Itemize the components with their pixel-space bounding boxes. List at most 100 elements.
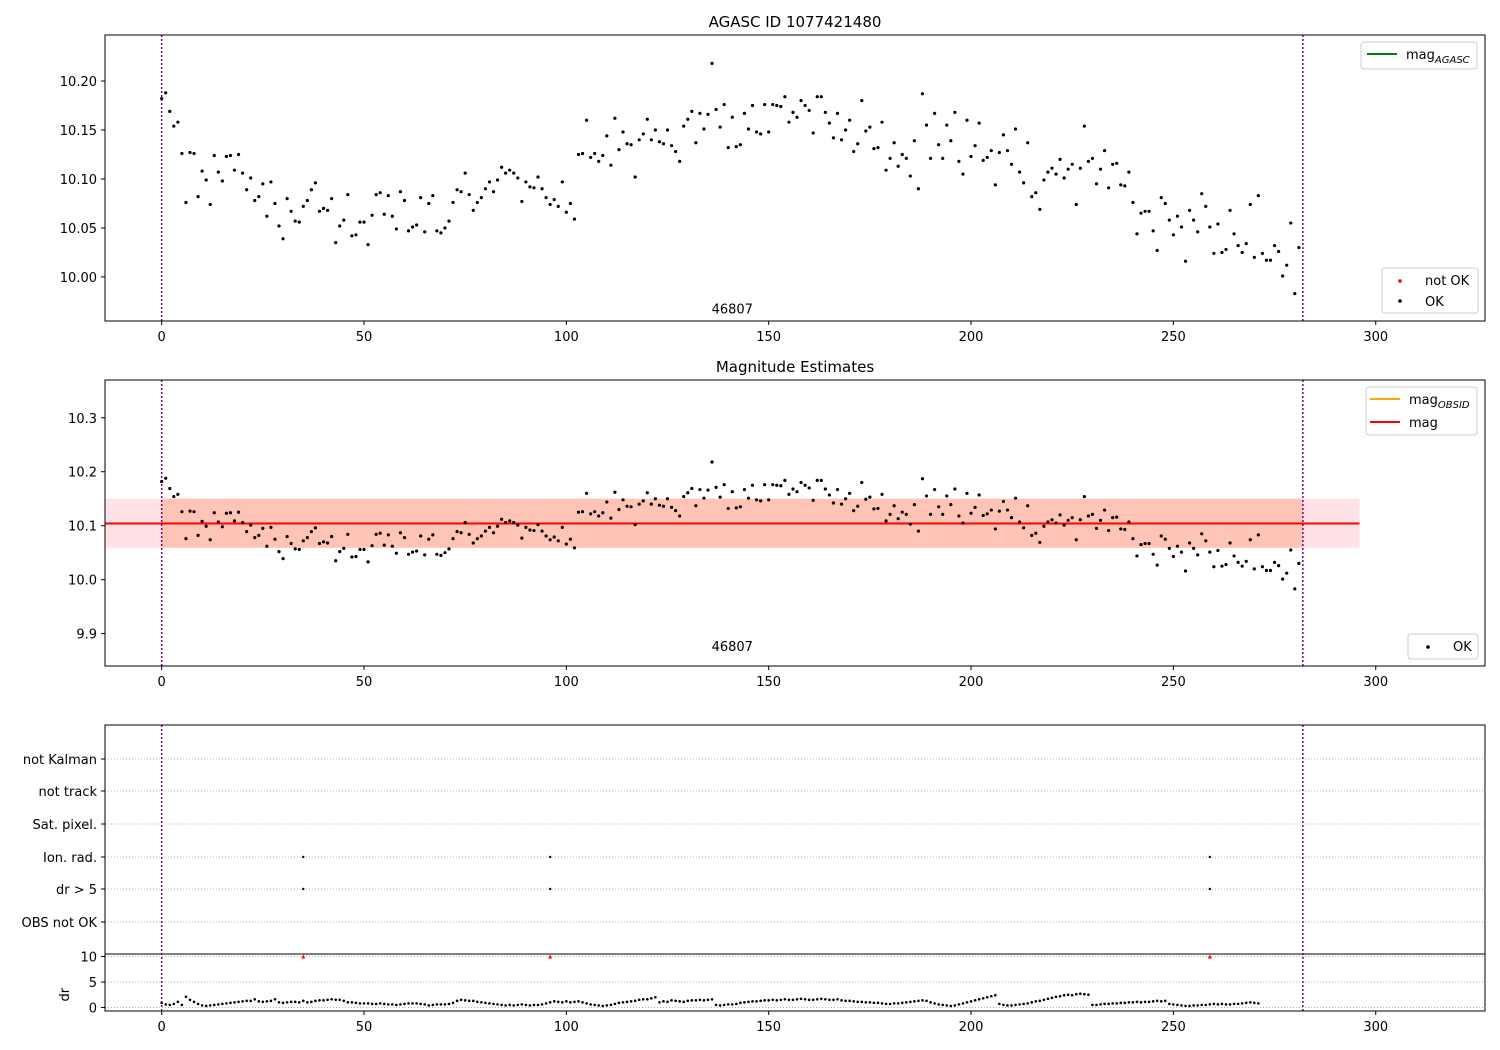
mag-point	[1054, 521, 1058, 525]
mag-point	[1183, 259, 1188, 263]
mag-point	[1277, 564, 1281, 568]
mag-point	[597, 514, 601, 518]
mag-point	[843, 128, 848, 132]
mag-point	[1001, 499, 1006, 504]
y-tick-label: 10.0	[68, 574, 97, 589]
mag-point	[750, 103, 755, 108]
mag-point	[831, 136, 836, 140]
dr-point	[1244, 1001, 1248, 1005]
mag-point	[483, 529, 488, 533]
mag-point	[726, 506, 730, 511]
mag-point	[1094, 526, 1099, 530]
mag-point	[937, 143, 941, 147]
dr-point	[1046, 997, 1050, 1001]
mag-point	[625, 504, 629, 508]
mag-point	[823, 110, 827, 114]
mag-point	[584, 118, 589, 122]
mag-point	[1204, 204, 1208, 209]
mag-point	[714, 107, 718, 112]
mag-point	[572, 217, 577, 221]
dr-point	[621, 1001, 625, 1004]
mag-point	[1070, 516, 1074, 520]
mag-point	[601, 511, 605, 515]
mag-point	[1167, 546, 1171, 550]
mag-point	[957, 159, 961, 163]
mag-point	[718, 125, 722, 129]
mag-point	[584, 491, 589, 495]
mag-point	[366, 560, 370, 564]
mag-point	[1026, 504, 1030, 508]
mag-point	[358, 220, 362, 224]
dr-point	[836, 997, 839, 1001]
flag-point	[1208, 855, 1212, 859]
x-tick-label: 50	[356, 675, 373, 690]
mag-point	[722, 102, 726, 107]
mag-point	[698, 487, 702, 492]
mag-point	[726, 146, 730, 150]
mag-point	[564, 210, 568, 214]
mag-point	[560, 180, 564, 184]
mag-point	[1228, 208, 1232, 212]
mag-point	[528, 528, 532, 532]
mag-point	[706, 112, 710, 116]
mag-point	[277, 224, 281, 228]
mag-point	[1260, 251, 1265, 256]
dr-point	[172, 1002, 176, 1006]
dr-point	[484, 1001, 487, 1005]
mag-point	[1187, 208, 1192, 212]
mag-point	[1026, 141, 1030, 145]
mag-point	[924, 494, 929, 498]
mag-point	[402, 198, 407, 203]
mag-point	[860, 99, 864, 103]
mag-point	[285, 196, 289, 201]
mag-point	[993, 183, 997, 187]
mag-point	[168, 486, 172, 491]
dr-point	[229, 1001, 232, 1005]
mag-point	[997, 150, 1001, 155]
dr-point	[225, 1002, 228, 1005]
mag-point	[989, 148, 993, 153]
mag-point	[370, 213, 374, 217]
mag-point	[580, 510, 585, 514]
flag-point	[302, 855, 305, 859]
mag-point	[236, 510, 241, 514]
mag-point	[819, 478, 823, 482]
mag-point	[1135, 554, 1139, 558]
mag-point	[864, 129, 868, 133]
legend-lines: magOBSID mag	[1365, 386, 1478, 436]
mag-point	[1272, 560, 1277, 564]
mag-point	[1192, 546, 1196, 550]
mag-point	[487, 180, 492, 184]
dr-point	[633, 999, 637, 1003]
mag-point	[1001, 133, 1006, 137]
mag-point	[1232, 554, 1236, 558]
mag-point	[621, 130, 625, 134]
mag-point	[706, 488, 710, 492]
mag-point	[443, 551, 447, 555]
mag-point	[989, 508, 993, 512]
dr-point	[1147, 1000, 1151, 1004]
mag-point	[402, 535, 407, 540]
mag-point	[1264, 568, 1269, 573]
dr-point	[718, 1004, 722, 1007]
dr-point	[743, 1001, 746, 1004]
flag-label: Ion. rad.	[43, 851, 97, 866]
mag-point	[771, 483, 775, 487]
mag-point	[1107, 528, 1111, 533]
mag-point	[447, 219, 451, 223]
dr-tick-label: 0	[89, 1001, 97, 1016]
dr-point	[989, 994, 993, 998]
dr-point	[828, 998, 831, 1002]
mag-point	[269, 525, 273, 529]
mag-point	[1289, 548, 1293, 552]
y-tick-label: 10.05	[60, 222, 97, 237]
dr-point	[609, 1003, 613, 1007]
dr-point	[763, 999, 766, 1002]
mag-point	[884, 519, 888, 523]
dr-point	[1018, 1003, 1021, 1006]
mag-point	[1224, 562, 1228, 567]
dr-point	[1111, 1002, 1114, 1005]
mag-point	[499, 165, 504, 169]
mag-point	[997, 509, 1001, 513]
mag-point	[346, 193, 350, 197]
